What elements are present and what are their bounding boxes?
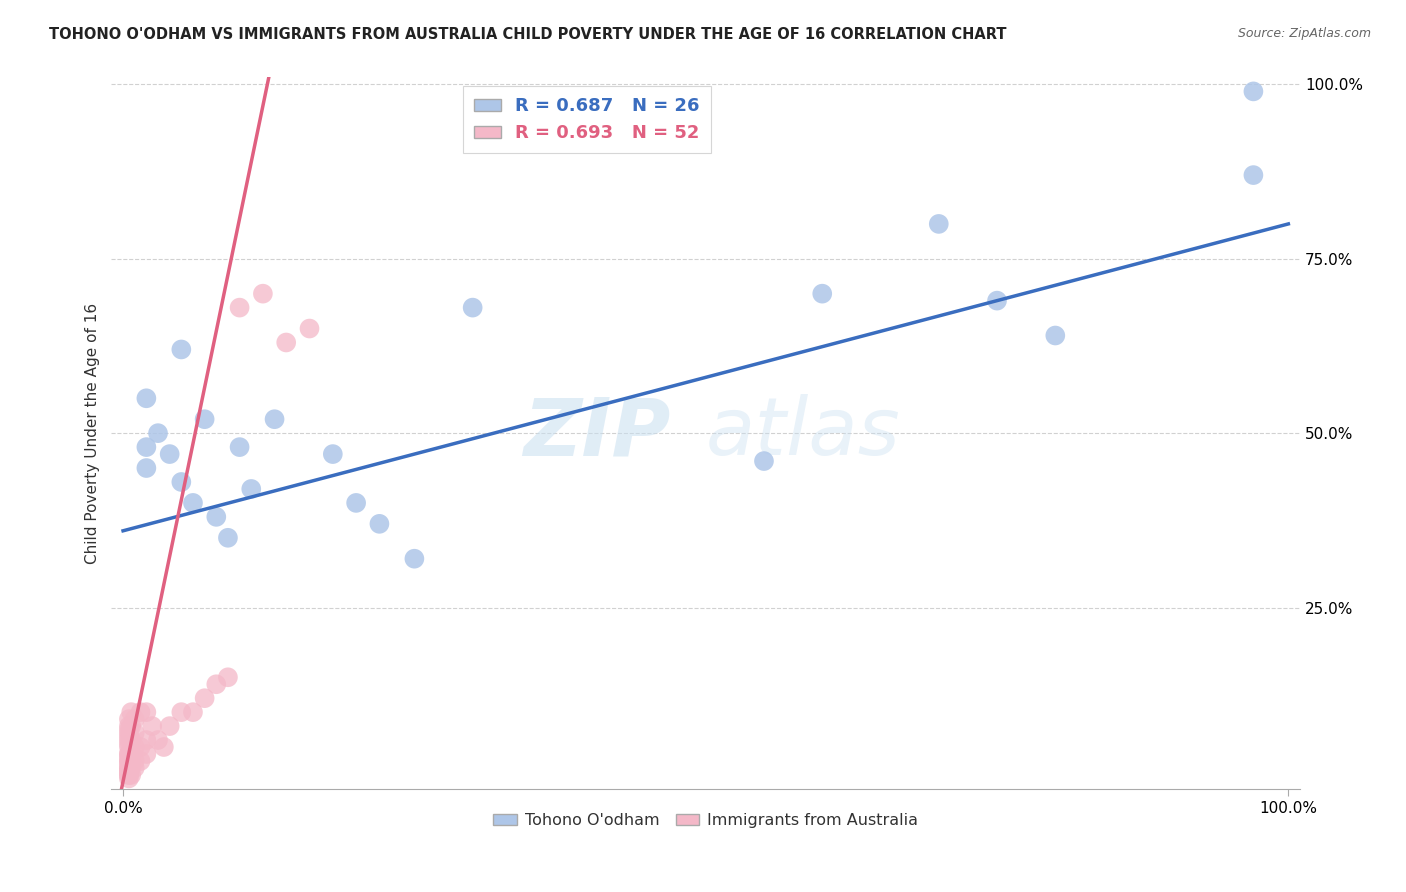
Point — [170, 475, 193, 489]
Point — [141, 719, 163, 733]
Point — [135, 440, 157, 454]
Point — [118, 730, 141, 744]
Point — [118, 754, 141, 768]
Point — [124, 739, 146, 754]
Point — [129, 705, 152, 719]
Point — [118, 761, 141, 775]
Point — [124, 712, 146, 726]
Point — [120, 754, 142, 768]
Point — [276, 335, 298, 350]
Point — [752, 454, 775, 468]
Point — [118, 739, 141, 754]
Point — [118, 761, 141, 775]
Point — [118, 772, 141, 786]
Point — [129, 754, 152, 768]
Point — [120, 719, 142, 733]
Point — [986, 293, 1008, 308]
Point — [1045, 328, 1067, 343]
Point — [118, 737, 141, 751]
Text: TOHONO O'ODHAM VS IMMIGRANTS FROM AUSTRALIA CHILD POVERTY UNDER THE AGE OF 16 CO: TOHONO O'ODHAM VS IMMIGRANTS FROM AUSTRA… — [49, 27, 1007, 42]
Point — [181, 496, 204, 510]
Point — [124, 761, 146, 775]
Point — [118, 764, 141, 779]
Point — [118, 750, 141, 764]
Point — [120, 747, 142, 761]
Point — [263, 412, 285, 426]
Point — [120, 705, 142, 719]
Point — [170, 705, 193, 719]
Point — [118, 719, 141, 733]
Point — [118, 768, 141, 782]
Point — [129, 739, 152, 754]
Point — [1241, 84, 1264, 98]
Point — [928, 217, 950, 231]
Point — [159, 447, 181, 461]
Point — [118, 723, 141, 737]
Point — [228, 440, 250, 454]
Point — [170, 343, 193, 357]
Point — [118, 712, 141, 726]
Point — [135, 747, 157, 761]
Point — [240, 482, 263, 496]
Legend: Tohono O'odham, Immigrants from Australia: Tohono O'odham, Immigrants from Australi… — [486, 806, 925, 834]
Point — [217, 531, 239, 545]
Point — [404, 551, 426, 566]
Point — [135, 733, 157, 747]
Point — [120, 768, 142, 782]
Y-axis label: Child Poverty Under the Age of 16: Child Poverty Under the Age of 16 — [86, 302, 100, 564]
Text: Source: ZipAtlas.com: Source: ZipAtlas.com — [1237, 27, 1371, 40]
Text: ZIP: ZIP — [523, 394, 671, 472]
Point — [811, 286, 834, 301]
Point — [124, 726, 146, 740]
Point — [217, 670, 239, 684]
Point — [153, 739, 176, 754]
Point — [118, 754, 141, 768]
Point — [252, 286, 274, 301]
Point — [124, 754, 146, 768]
Point — [146, 426, 169, 441]
Point — [322, 447, 344, 461]
Text: atlas: atlas — [706, 394, 900, 472]
Point — [181, 705, 204, 719]
Point — [118, 747, 141, 761]
Point — [205, 509, 228, 524]
Point — [159, 719, 181, 733]
Point — [205, 677, 228, 691]
Point — [135, 705, 157, 719]
Point — [344, 496, 367, 510]
Point — [135, 392, 157, 406]
Point — [120, 733, 142, 747]
Point — [118, 768, 141, 782]
Point — [194, 412, 217, 426]
Point — [135, 461, 157, 475]
Point — [228, 301, 250, 315]
Point — [298, 321, 321, 335]
Point — [118, 764, 141, 779]
Point — [194, 691, 217, 706]
Point — [461, 301, 484, 315]
Point — [118, 747, 141, 761]
Point — [146, 733, 169, 747]
Point — [1241, 168, 1264, 182]
Point — [118, 733, 141, 747]
Point — [118, 757, 141, 772]
Point — [368, 516, 391, 531]
Point — [118, 726, 141, 740]
Point — [120, 761, 142, 775]
